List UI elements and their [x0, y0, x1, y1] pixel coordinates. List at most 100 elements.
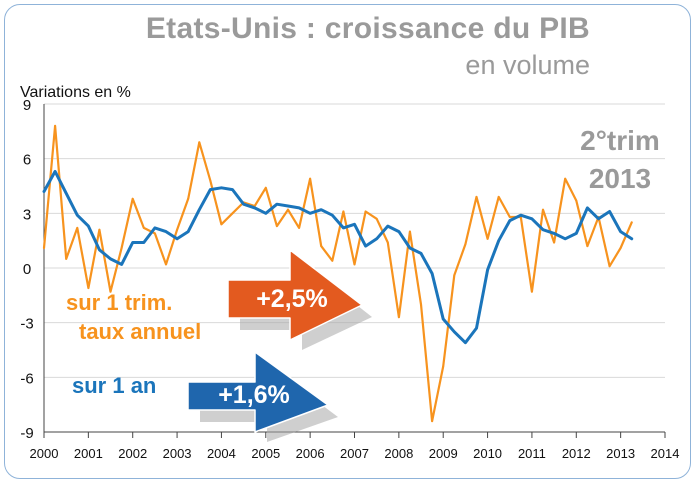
data-point — [542, 228, 544, 231]
data-point — [586, 245, 589, 248]
data-point — [397, 230, 400, 233]
data-point — [142, 227, 145, 229]
data-point — [342, 227, 345, 229]
annual-rate-line — [42, 169, 634, 345]
data-point — [98, 228, 101, 231]
data-point — [320, 245, 323, 248]
data-point — [409, 230, 411, 233]
data-point — [564, 237, 567, 240]
data-point — [619, 230, 622, 233]
data-point — [397, 316, 400, 319]
data-point — [76, 227, 79, 229]
x-tick-label: 2006 — [296, 446, 325, 461]
data-point — [87, 287, 90, 289]
data-point — [242, 203, 245, 206]
data-point — [176, 237, 178, 240]
data-point — [298, 206, 300, 209]
data-point — [630, 221, 633, 224]
data-point — [264, 212, 267, 215]
data-point — [497, 239, 500, 242]
x-tick-label: 2005 — [251, 446, 280, 461]
data-point — [597, 217, 600, 220]
y-tick-label: -3 — [20, 316, 33, 333]
data-point — [176, 228, 178, 231]
quarterly-rate-label-line1: sur 1 trim. — [66, 290, 173, 315]
y-tick-label: 3 — [23, 206, 31, 223]
data-point — [508, 216, 511, 218]
data-point — [87, 225, 90, 227]
data-point — [209, 188, 212, 191]
data-point — [65, 257, 68, 260]
data-point — [131, 197, 134, 200]
quarterly-value-label: +2,5% — [256, 285, 328, 313]
data-point — [43, 190, 45, 193]
data-point — [76, 214, 79, 217]
data-point — [420, 252, 422, 255]
data-point — [353, 263, 356, 266]
data-point — [43, 247, 45, 249]
data-point — [209, 179, 212, 182]
data-point — [475, 196, 478, 198]
x-tick-label: 2014 — [651, 446, 680, 461]
data-point — [298, 227, 300, 229]
data-point — [142, 241, 145, 244]
data-point — [386, 241, 389, 244]
data-point — [453, 330, 456, 333]
data-point — [220, 223, 223, 226]
chart-subtitle: en volume — [465, 50, 590, 80]
data-point — [564, 177, 567, 180]
data-point — [508, 219, 511, 222]
data-point — [464, 243, 467, 246]
data-point — [65, 192, 68, 195]
quarterly-rate-line — [42, 124, 633, 423]
data-point — [619, 247, 622, 249]
data-point — [231, 188, 234, 191]
x-tick-label: 2001 — [74, 446, 103, 461]
data-point — [431, 420, 434, 422]
data-point — [231, 212, 234, 215]
x-tick-label: 2009 — [429, 446, 458, 461]
x-tick-label: 2013 — [606, 446, 635, 461]
data-point — [608, 265, 611, 268]
data-point — [220, 186, 223, 189]
data-point — [586, 206, 589, 209]
data-point — [331, 214, 334, 217]
data-point — [453, 274, 456, 277]
data-point — [409, 247, 411, 249]
data-point — [253, 206, 256, 209]
data-point — [165, 263, 167, 266]
data-point — [153, 227, 156, 229]
x-tick-label: 2004 — [207, 446, 236, 461]
data-point — [309, 177, 312, 180]
data-point — [275, 225, 278, 227]
data-point — [187, 230, 190, 233]
data-point — [630, 237, 633, 240]
data-point — [531, 290, 533, 293]
y-tick-label: 0 — [23, 261, 31, 278]
data-point — [109, 257, 112, 260]
data-point — [54, 124, 56, 127]
data-point — [275, 203, 278, 206]
x-tick-label: 2008 — [384, 446, 413, 461]
data-point — [54, 170, 56, 173]
chart-title: Etats-Unis : croissance du PIB — [145, 12, 590, 45]
data-point — [198, 141, 201, 144]
data-point — [442, 365, 445, 368]
data-point — [575, 199, 578, 202]
data-point — [442, 318, 445, 320]
annual-rate-line-points — [43, 170, 633, 344]
data-point — [431, 272, 434, 275]
period-label: 2°trim 2013 — [575, 122, 665, 198]
data-point — [420, 303, 422, 306]
data-point — [131, 241, 134, 244]
x-tick-label: 2012 — [562, 446, 591, 461]
data-point — [519, 214, 522, 217]
data-point — [553, 232, 556, 235]
data-point — [486, 268, 489, 271]
data-point — [497, 196, 500, 198]
x-tick-label: 2011 — [518, 446, 546, 461]
x-tick-label: 2000 — [30, 446, 59, 461]
annual-rate-label: sur 1 an — [72, 373, 157, 398]
quarterly-rate-label-line2: taux annuel — [79, 319, 202, 344]
period-year: 2013 — [588, 163, 652, 194]
